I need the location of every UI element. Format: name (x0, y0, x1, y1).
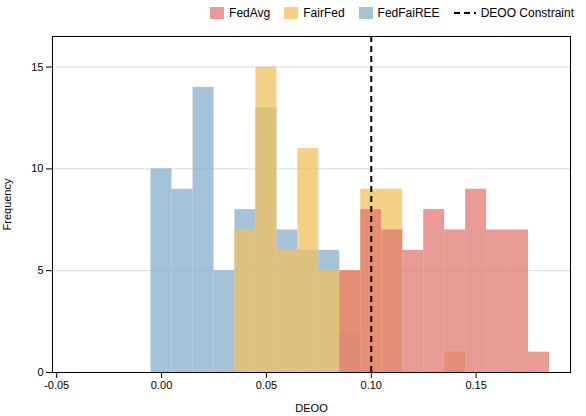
svg-text:10: 10 (31, 162, 43, 174)
svg-text:0: 0 (37, 366, 43, 378)
svg-text:-0.05: -0.05 (44, 379, 69, 391)
svg-text:0.05: 0.05 (256, 379, 277, 391)
svg-text:5: 5 (37, 264, 43, 276)
html-text:DEOO Constraint: DEOO Constraint (480, 6, 574, 20)
svg-text:0.00: 0.00 (151, 379, 172, 391)
html-text:FedAvg: FedAvg (229, 6, 271, 20)
html-text:FairFed: FairFed (303, 6, 345, 20)
html-text:FedFaiREE: FedFaiREE (377, 6, 440, 20)
svg-text:0.10: 0.10 (361, 379, 382, 391)
svg-text:Frequency: Frequency (1, 178, 13, 230)
svg-text:DEOO: DEOO (295, 402, 328, 414)
svg-text:15: 15 (31, 61, 43, 73)
svg-text:0.15: 0.15 (465, 379, 486, 391)
